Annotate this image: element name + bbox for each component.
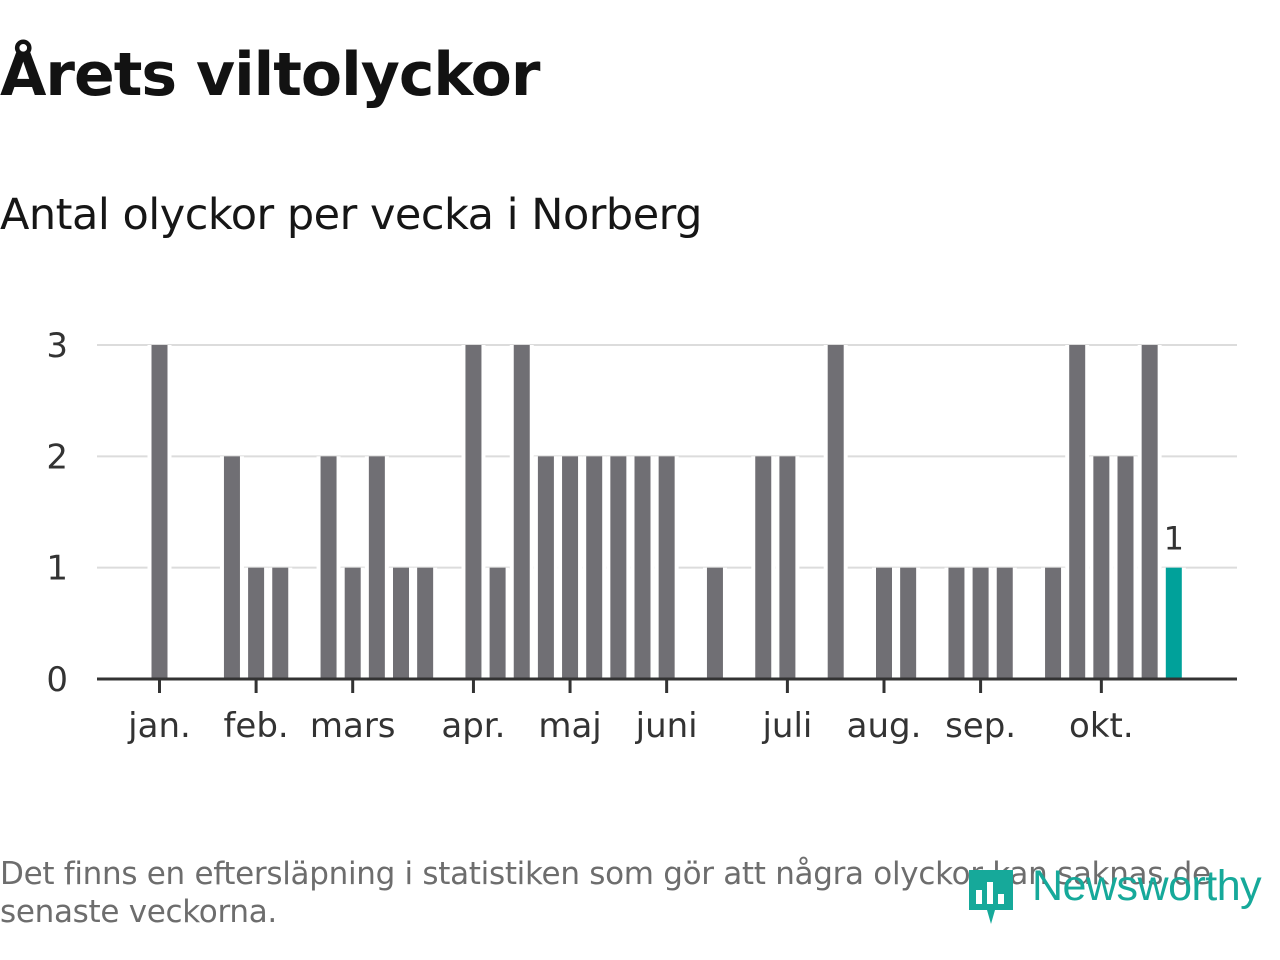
newsworthy-logo[interactable]: Newsworthy [965,858,1280,930]
chart-title: Årets viltolyckor [0,40,540,110]
bar [489,567,506,679]
x-tick-label: jan. [127,706,191,746]
bar [151,345,168,679]
bar [658,456,675,679]
bar [513,345,530,679]
x-tick-label: mars [310,706,396,746]
bar [972,567,989,679]
bar [948,567,965,679]
bar [393,567,409,679]
newsworthy-logo-icon [969,870,1013,924]
bar [876,567,892,679]
bar [900,567,917,679]
bar [272,567,289,679]
bar [706,567,723,679]
bar [755,456,772,679]
x-tick-label: juni [635,706,698,746]
bar [827,345,844,679]
bar [248,567,265,679]
chart-subtitle: Antal olyckor per vecka i Norberg [0,190,702,240]
bar [417,567,434,679]
y-tick-label: 3 [46,326,68,366]
axes [97,677,1237,693]
bar [779,456,796,679]
labels: 0 1 2 3 1 jan. feb. mars apr. maj juni juli aug. sep.… [46,326,1184,746]
bar [610,456,627,679]
bar [562,456,579,679]
bar [320,456,337,679]
bar [1093,456,1110,679]
bar [465,345,482,679]
y-tick-label: 0 [46,660,68,700]
x-tick-label: okt. [1069,706,1134,746]
bar [1117,456,1134,679]
bar [634,456,651,679]
brand-name: Newsworthy [1032,862,1262,910]
bar-chart: 0 1 2 3 1 jan. feb. mars apr. maj juni juli aug. sep.… [46,326,1237,746]
y-tick-label: 1 [46,549,68,589]
bars [147,345,1186,679]
bar [586,456,603,679]
bar-highlight [1165,567,1182,679]
bar [223,456,240,679]
bar [368,456,385,679]
bar [996,567,1013,679]
bar [1141,345,1158,679]
bar [537,456,554,679]
bar [1045,567,1062,679]
x-tick-label: sep. [945,706,1016,746]
x-tick-label: aug. [847,706,922,746]
highlight-data-label: 1 [1164,520,1184,558]
x-tick-label: maj [538,706,601,746]
y-tick-label: 2 [46,437,68,477]
bar [1069,345,1086,679]
x-tick-label: juli [761,706,812,746]
x-tick-label: apr. [441,706,505,746]
bar [344,567,361,679]
x-tick-label: feb. [223,706,288,746]
